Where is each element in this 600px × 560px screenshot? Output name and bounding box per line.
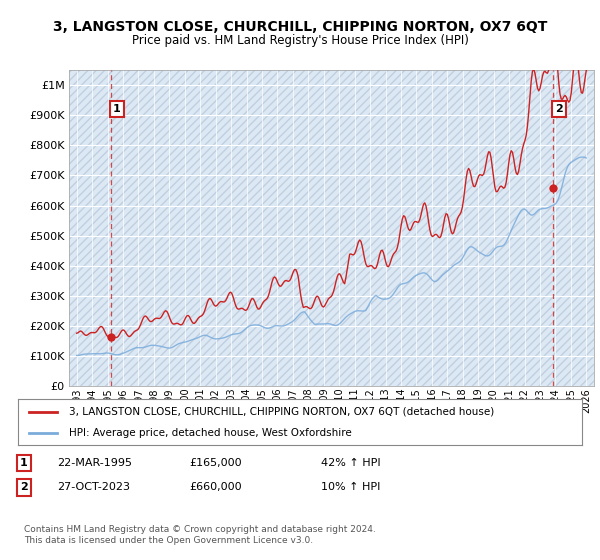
Text: Contains HM Land Registry data © Crown copyright and database right 2024.
This d: Contains HM Land Registry data © Crown c…	[24, 525, 376, 545]
Text: Price paid vs. HM Land Registry's House Price Index (HPI): Price paid vs. HM Land Registry's House …	[131, 34, 469, 46]
Text: 2: 2	[555, 104, 563, 114]
Text: 22-MAR-1995: 22-MAR-1995	[57, 458, 132, 468]
Text: £660,000: £660,000	[189, 482, 242, 492]
Text: 2: 2	[20, 482, 28, 492]
Text: 10% ↑ HPI: 10% ↑ HPI	[321, 482, 380, 492]
Text: 42% ↑ HPI: 42% ↑ HPI	[321, 458, 380, 468]
Text: HPI: Average price, detached house, West Oxfordshire: HPI: Average price, detached house, West…	[69, 428, 352, 438]
Text: 1: 1	[113, 104, 121, 114]
Text: 3, LANGSTON CLOSE, CHURCHILL, CHIPPING NORTON, OX7 6QT (detached house): 3, LANGSTON CLOSE, CHURCHILL, CHIPPING N…	[69, 407, 494, 417]
Text: 27-OCT-2023: 27-OCT-2023	[57, 482, 130, 492]
Text: 1: 1	[20, 458, 28, 468]
Text: £165,000: £165,000	[189, 458, 242, 468]
Text: 3, LANGSTON CLOSE, CHURCHILL, CHIPPING NORTON, OX7 6QT: 3, LANGSTON CLOSE, CHURCHILL, CHIPPING N…	[53, 20, 547, 34]
